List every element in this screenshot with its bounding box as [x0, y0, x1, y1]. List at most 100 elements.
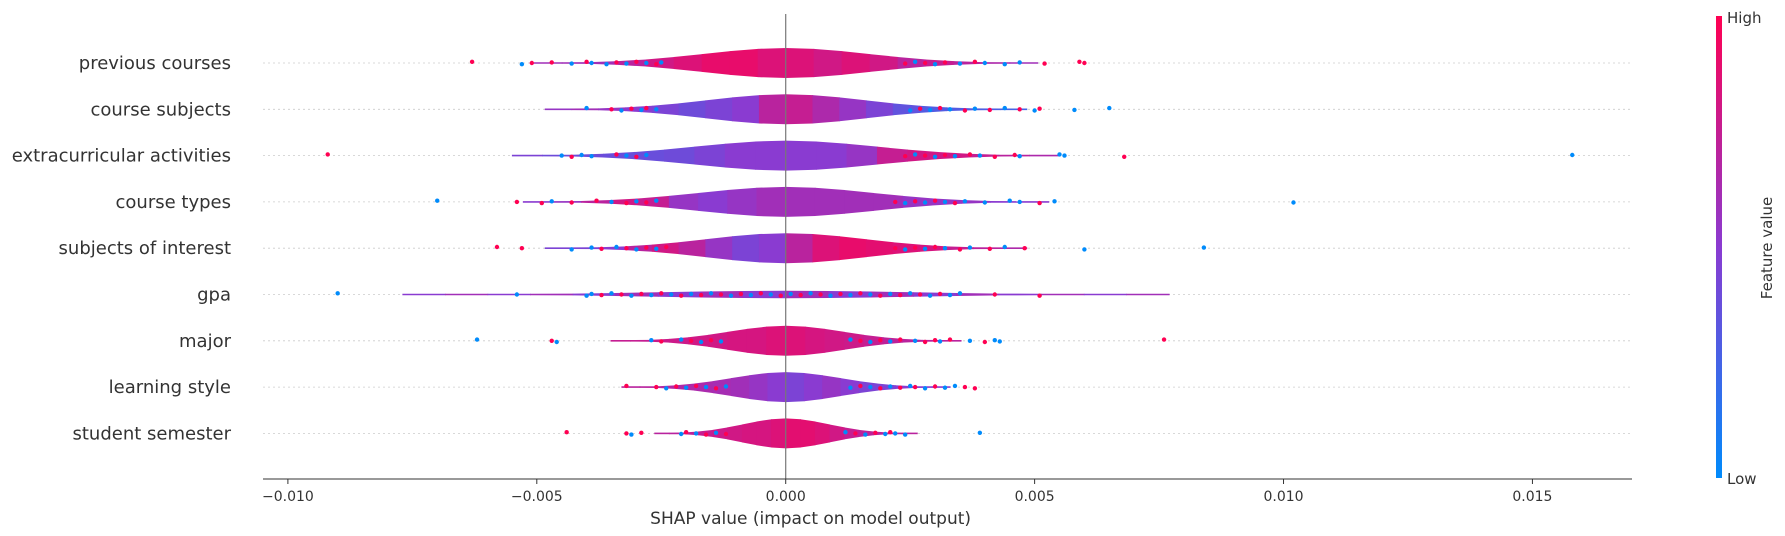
shap-point: [952, 200, 958, 206]
shap-point: [982, 200, 988, 205]
x-axis: −0.010 −0.005 0.000 0.005 0.010 0.015: [262, 478, 1632, 505]
violin-segment: [678, 100, 706, 119]
shap-point: [629, 432, 634, 437]
violin-segment: [707, 331, 728, 350]
violin-segment: [870, 291, 915, 298]
shap-point: [917, 292, 923, 297]
shap-point: [1032, 108, 1037, 113]
shap-point: [569, 247, 574, 252]
shap-point: [982, 339, 988, 345]
shap-point: [619, 292, 624, 297]
shap-point: [868, 339, 873, 345]
violin-segment: [863, 334, 884, 347]
violin-segment: [839, 236, 867, 261]
shap-point: [609, 291, 614, 296]
violin-segment: [688, 334, 709, 347]
shap-point: [1017, 154, 1022, 159]
shap-point: [624, 200, 629, 206]
shap-point: [713, 430, 719, 435]
shap-point: [902, 200, 908, 206]
shap-point: [659, 339, 664, 344]
scatter-points: [325, 59, 1575, 437]
shap-point: [1201, 245, 1207, 250]
shap-point: [1017, 199, 1022, 205]
shap-point: [858, 338, 863, 343]
shap-point: [549, 338, 554, 343]
violin-segment: [866, 239, 894, 258]
violin-segment: [598, 246, 626, 251]
violin-segment: [990, 201, 1020, 203]
shap-point: [474, 337, 480, 342]
shap-point: [1002, 244, 1007, 250]
violin-segment: [712, 427, 728, 440]
shap-point: [723, 431, 729, 437]
shap-point: [688, 291, 694, 297]
shap-point: [514, 199, 520, 205]
shap-point: [853, 431, 858, 436]
shap-point: [898, 385, 903, 390]
shap-point: [893, 199, 898, 205]
shap-point: [912, 338, 918, 343]
shap-point: [828, 293, 833, 298]
shap-point: [942, 60, 948, 65]
shap-point: [1082, 60, 1087, 66]
shap-point: [624, 61, 629, 66]
shap-point: [868, 292, 873, 297]
shap-point: [1107, 105, 1112, 111]
shap-point: [932, 154, 938, 159]
shap-point: [529, 60, 535, 66]
shap-point: [868, 384, 873, 390]
shap-point: [1062, 153, 1067, 158]
violin-segment: [629, 339, 651, 342]
violin-segment: [876, 146, 908, 165]
shap-point: [1002, 61, 1007, 67]
shap-point: [654, 61, 659, 67]
shap-point: [937, 291, 943, 297]
shap-point: [549, 60, 554, 65]
violin-segment: [603, 152, 635, 160]
violin-segment: [812, 234, 840, 263]
shap-point: [922, 200, 928, 205]
violin-segment: [552, 201, 582, 203]
shap-point: [1002, 105, 1007, 111]
violin-segment: [758, 94, 787, 125]
shap-point: [888, 339, 893, 344]
shap-point: [977, 430, 983, 435]
feature-label: major: [179, 331, 232, 352]
shap-point: [962, 108, 968, 113]
shap-point: [932, 244, 938, 250]
shap-point: [639, 430, 644, 435]
shap-point: [693, 383, 699, 389]
shap-point: [624, 383, 629, 389]
violin-segment: [1019, 201, 1050, 203]
shap-point: [1291, 200, 1296, 205]
violin-segment: [785, 290, 829, 299]
shap-point: [932, 338, 938, 343]
shap-point: [723, 384, 729, 389]
violin-segment: [755, 140, 787, 171]
shap-point: [1057, 152, 1062, 157]
shap-point: [639, 291, 644, 297]
shap-point: [878, 386, 883, 391]
shap-point: [494, 244, 500, 250]
violin-segment: [956, 293, 1000, 296]
shap-point: [957, 247, 963, 252]
violin-subjects-of-interest: [544, 233, 1028, 264]
shap-point: [519, 246, 525, 251]
violin-segment: [741, 421, 758, 446]
violin-segment: [756, 186, 787, 217]
shap-point: [902, 247, 908, 252]
shap-point: [634, 59, 639, 64]
shap-point: [584, 59, 589, 64]
shap-point: [584, 293, 589, 298]
shap-point: [634, 247, 639, 252]
violin-segment: [785, 186, 816, 217]
shap-point: [579, 152, 584, 158]
shap-point: [808, 291, 813, 296]
violin-segment: [771, 418, 787, 449]
violin-segment: [1029, 154, 1061, 157]
shap-point: [644, 105, 649, 111]
shap-point: [569, 154, 574, 159]
shap-point: [584, 105, 589, 111]
